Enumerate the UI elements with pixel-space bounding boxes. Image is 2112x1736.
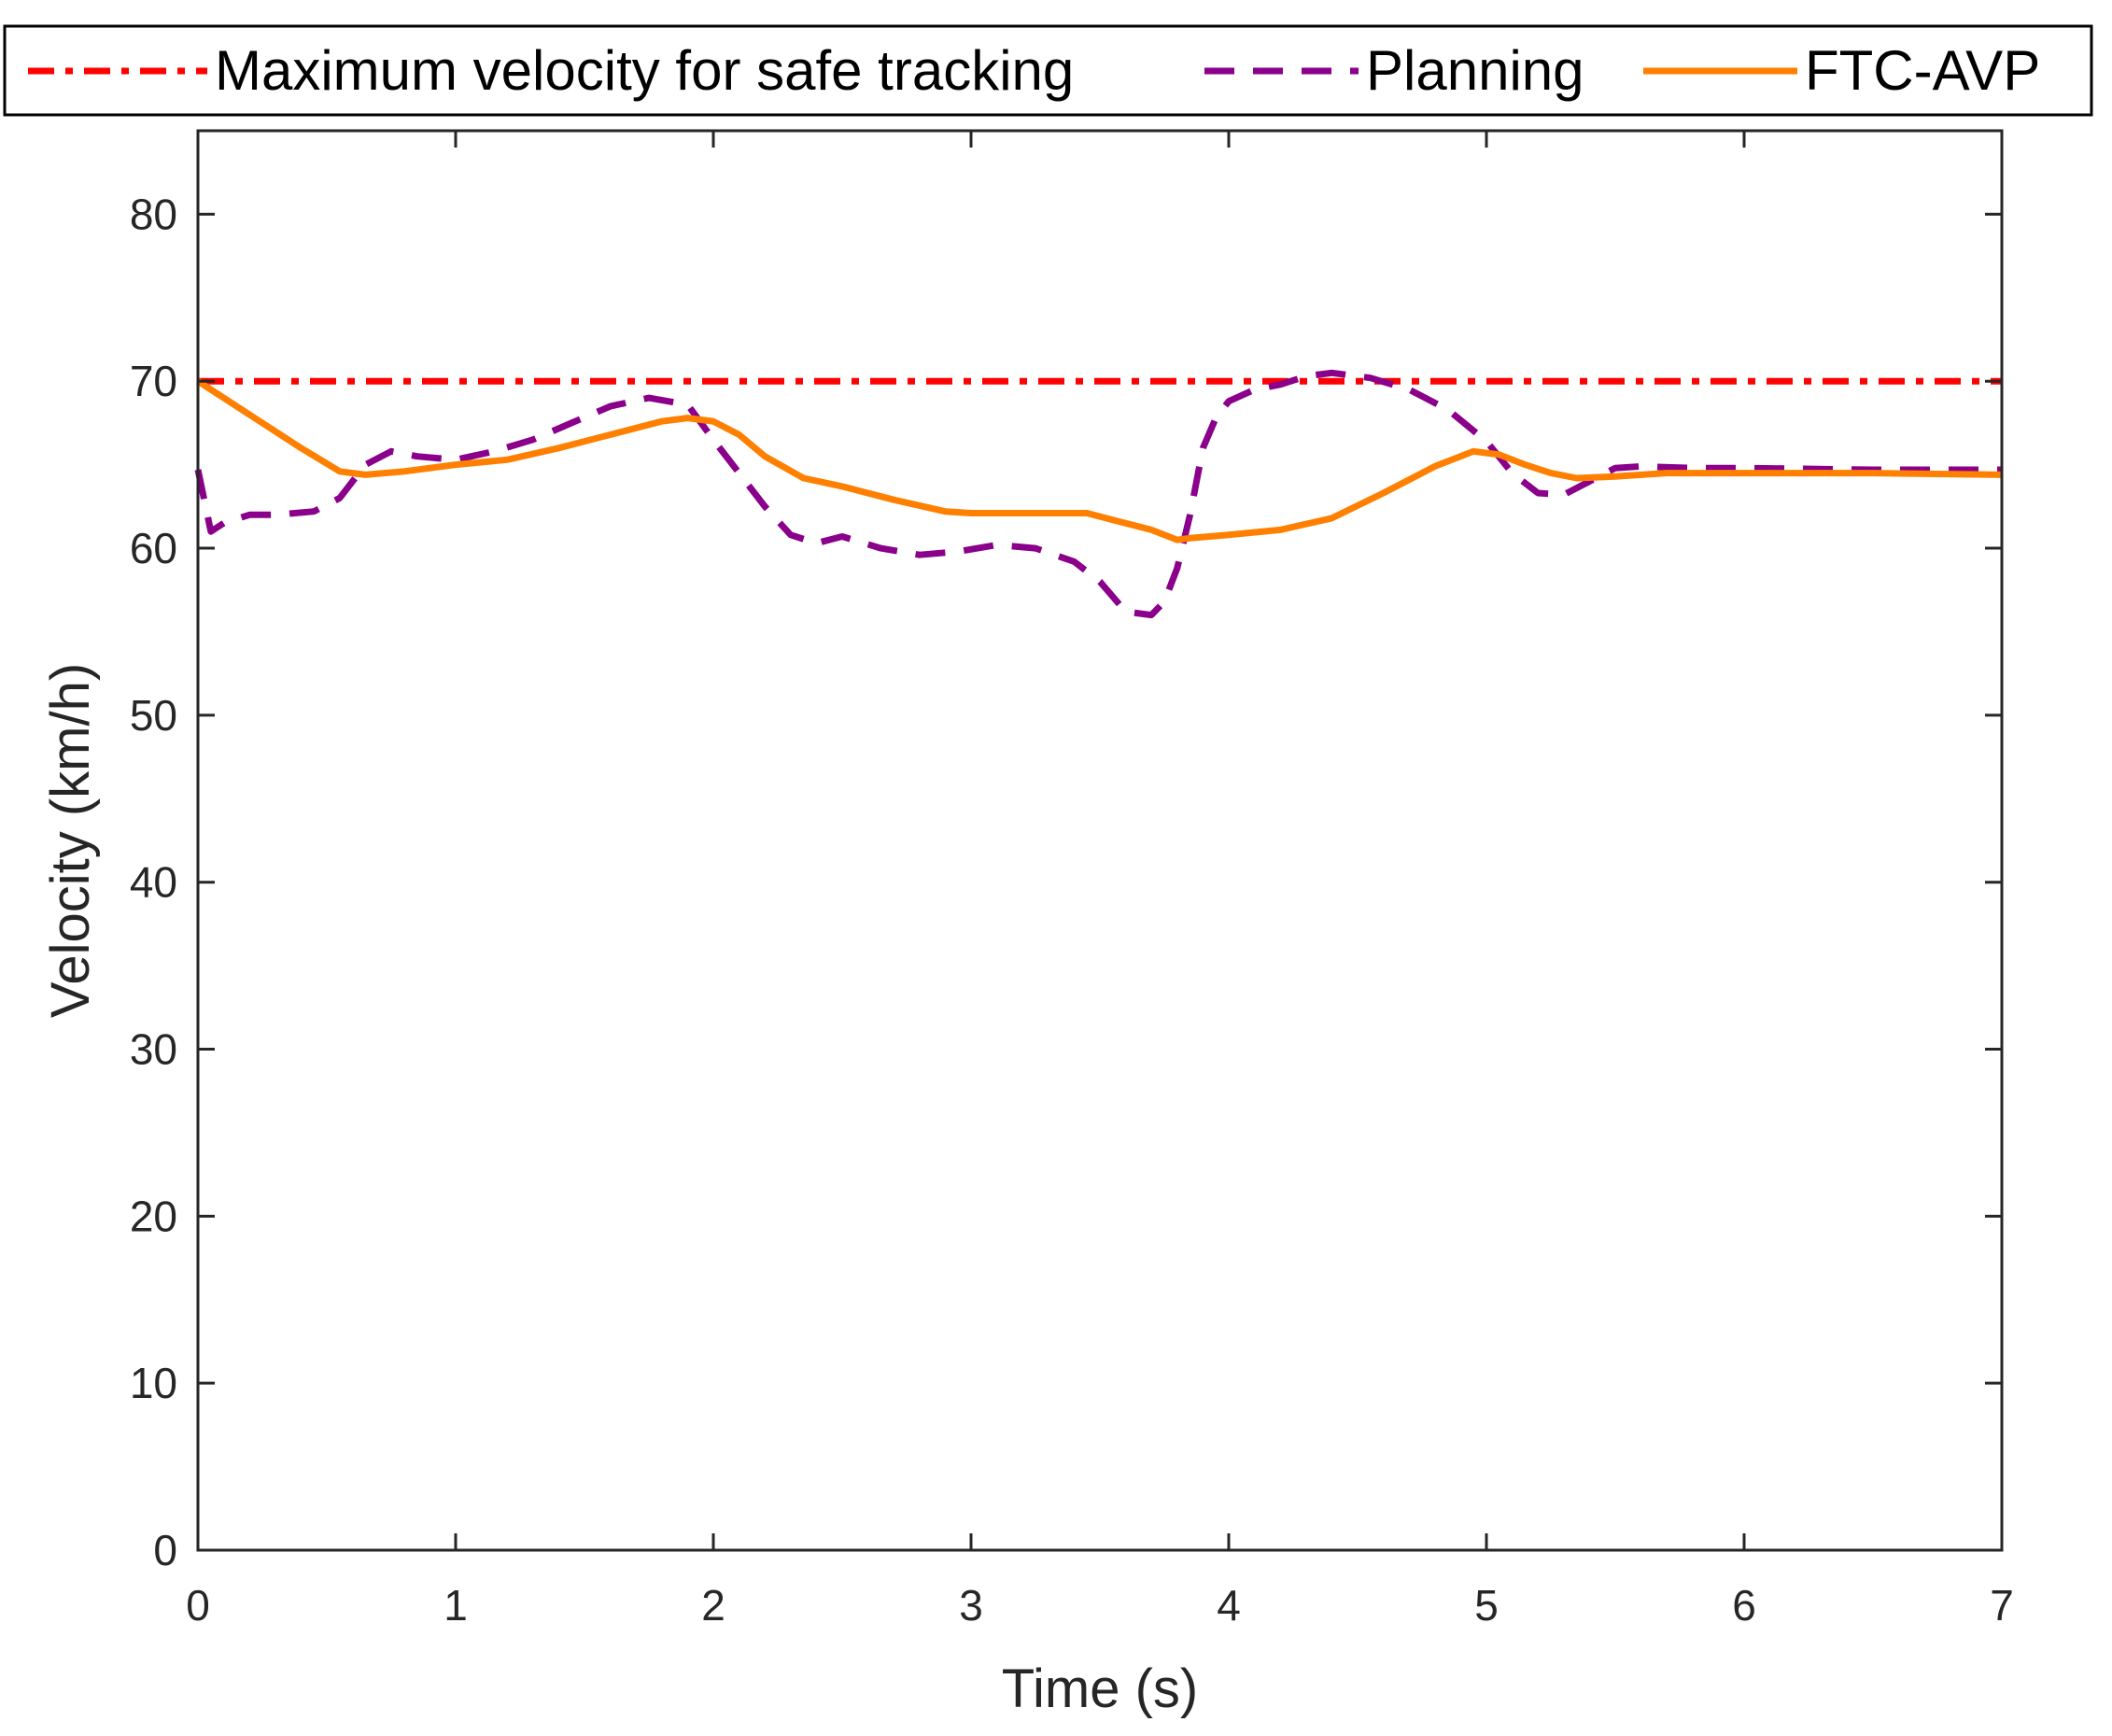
y-tick-label: 70 xyxy=(130,357,177,405)
x-tick-label: 2 xyxy=(701,1581,725,1630)
x-tick-label: 1 xyxy=(444,1581,468,1630)
series-line-ftc-avp xyxy=(196,378,2003,543)
x-tick-label: 6 xyxy=(1732,1581,1756,1630)
x-tick-label: 0 xyxy=(186,1581,210,1630)
y-tick-label: 60 xyxy=(130,524,177,572)
x-tick-label: 4 xyxy=(1217,1581,1241,1630)
legend-label-planning: Planning xyxy=(1366,39,1584,102)
y-tick-label: 20 xyxy=(130,1192,177,1240)
x-tick-label: 7 xyxy=(1990,1581,2014,1630)
legend-label-ftc-avp: FTC-AVP xyxy=(1805,39,2040,102)
y-tick-label: 50 xyxy=(130,691,177,740)
x-tick-label: 3 xyxy=(959,1581,983,1630)
x-axis-label: Time (s) xyxy=(1002,1658,1198,1719)
series-layer xyxy=(194,369,2003,619)
x-tick-label: 5 xyxy=(1474,1581,1499,1630)
axes-frame xyxy=(196,129,2004,1552)
y-tick-label: 80 xyxy=(130,190,177,238)
y-tick-label: 10 xyxy=(130,1359,177,1407)
y-tick-label: 0 xyxy=(153,1526,177,1574)
legend-label-max-velocity: Maximum velocity for safe tracking xyxy=(215,39,1074,102)
legend: Maximum velocity for safe tracking Plann… xyxy=(3,24,2093,117)
y-axis-label: Velocity (km/h) xyxy=(40,663,101,1018)
y-tick-label: 40 xyxy=(130,858,177,907)
y-tick-label: 30 xyxy=(130,1025,177,1074)
series-line-planning xyxy=(194,369,2002,619)
